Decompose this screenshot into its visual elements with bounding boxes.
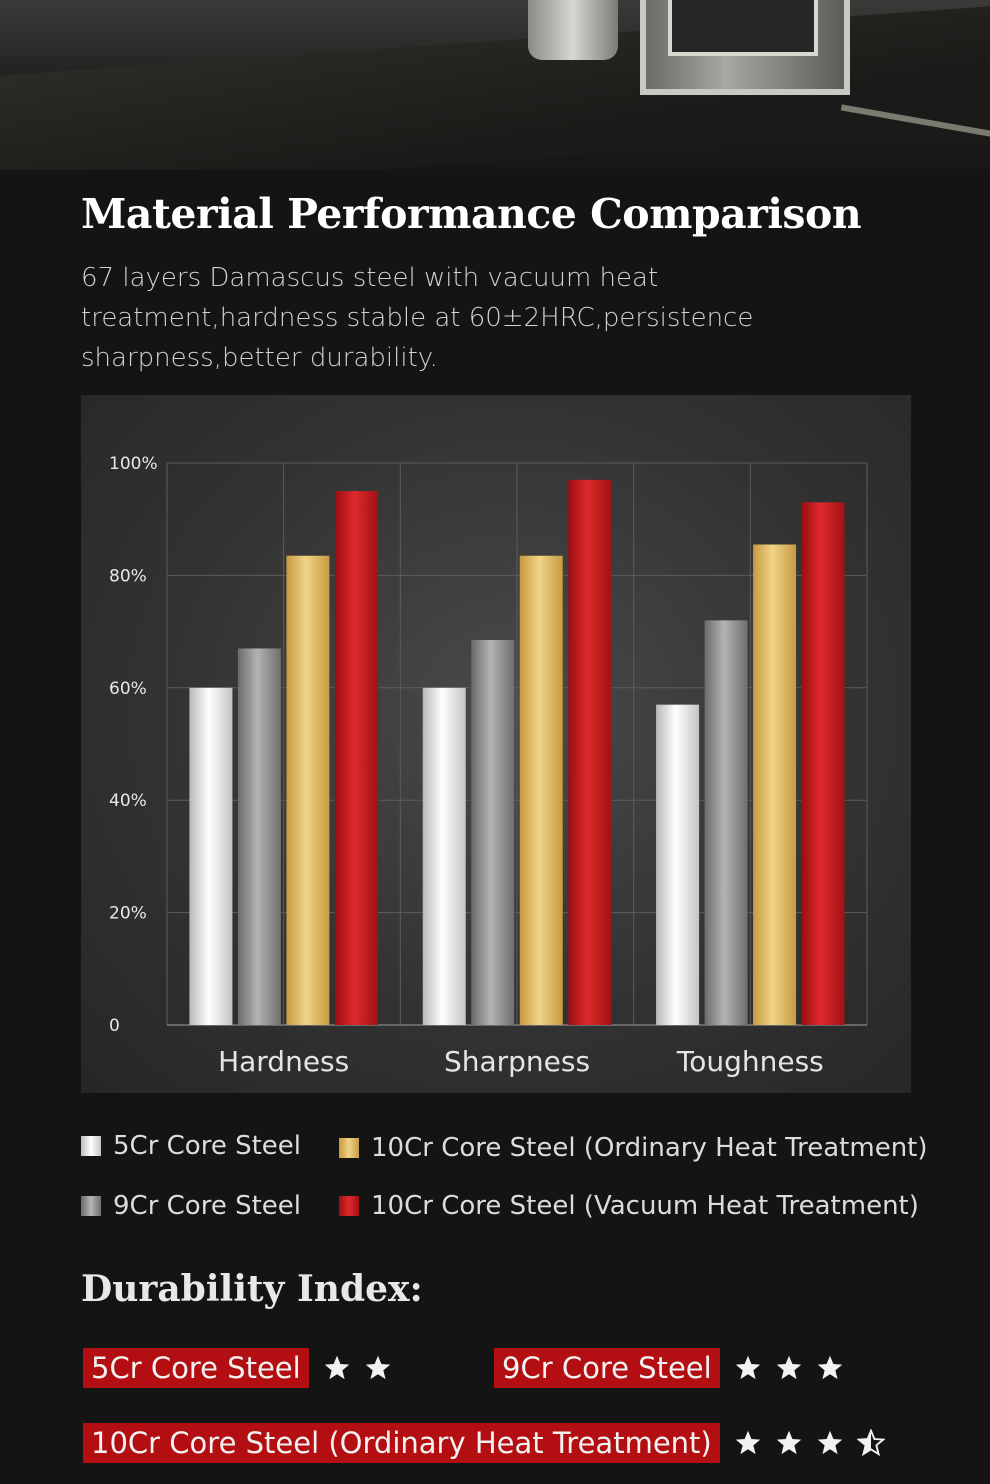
- machine-window: [668, 0, 818, 56]
- durability-title: Durability Index:: [81, 1268, 423, 1310]
- durability-label-9cr: 9Cr Core Steel: [494, 1348, 720, 1388]
- y-tick-label: 20%: [109, 904, 147, 924]
- legend-item-10cr-ordinary: 10Cr Core Steel (Ordinary Heat Treatment…: [339, 1128, 928, 1168]
- star-icon: [817, 1430, 842, 1455]
- star-icon: [365, 1355, 390, 1380]
- legend-label-10cr-ordinary: 10Cr Core Steel (Ordinary Heat Treatment…: [371, 1133, 928, 1163]
- bar-toughness-10cr-ordinary: [753, 544, 797, 1025]
- bar-toughness-10cr-vacuum: [801, 502, 845, 1026]
- bar-sharpness-9cr: [471, 640, 515, 1025]
- y-tick-label: 60%: [109, 679, 147, 699]
- bar-sharpness-10cr-ordinary: [519, 555, 563, 1025]
- bar-toughness-5cr: [656, 704, 700, 1025]
- legend-label-9cr: 9Cr Core Steel: [113, 1191, 302, 1221]
- durability-row-5cr: 5Cr Core Steel: [83, 1348, 405, 1388]
- star-icon: [776, 1430, 801, 1455]
- bar-chart: 0 20% 40% 60% 80% 100% Hardness Sharpness Toughn…: [109, 454, 868, 1078]
- bar-hardness-10cr-ordinary: [286, 555, 330, 1025]
- legend-swatch-5cr: [81, 1136, 101, 1156]
- x-category-label-sharpness: Sharpness: [444, 1045, 590, 1078]
- legend-item-10cr-vacuum: 10Cr Core Steel (Vacuum Heat Treatment): [339, 1186, 919, 1226]
- bar-sharpness-10cr-vacuum: [568, 479, 612, 1025]
- star-icon: [817, 1355, 842, 1380]
- hero-photo: [0, 0, 990, 170]
- star-icon: [776, 1355, 801, 1380]
- heat-treatment-machine-image: [640, 0, 850, 95]
- legend-swatch-9cr: [81, 1196, 101, 1216]
- star-icon: [735, 1430, 760, 1455]
- durability-row-9cr: 9Cr Core Steel: [494, 1348, 857, 1388]
- legend-label-5cr: 5Cr Core Steel: [113, 1131, 302, 1161]
- legend-swatch-10cr-ordinary: [339, 1138, 359, 1158]
- durability-stars-9cr: [734, 1354, 857, 1382]
- durability-row-10cr-ordinary: 10Cr Core Steel (Ordinary Heat Treatment…: [83, 1423, 898, 1463]
- durability-stars-5cr: [323, 1354, 405, 1382]
- legend-item-5cr: 5Cr Core Steel: [81, 1126, 301, 1166]
- bar-toughness-9cr: [704, 620, 748, 1025]
- half-star-icon: [856, 1429, 885, 1457]
- y-tick-label: 0: [109, 1016, 120, 1036]
- page-subtitle: 67 layers Damascus steel with vacuum hea…: [81, 263, 754, 373]
- durability-label-10cr-ordinary: 10Cr Core Steel (Ordinary Heat Treatment…: [83, 1423, 720, 1463]
- bar-hardness-9cr: [237, 648, 281, 1025]
- legend-item-9cr: 9Cr Core Steel: [81, 1186, 301, 1226]
- durability-stars-10cr-ordinary: [734, 1429, 898, 1457]
- y-tick-label: 40%: [109, 791, 147, 811]
- bar-sharpness-5cr: [422, 687, 466, 1025]
- y-tick-label: 80%: [109, 566, 147, 586]
- chart-legend: 5Cr Core Steel 9Cr Core Steel 10Cr Core …: [81, 1120, 928, 1250]
- page-title: Material Performance Comparison: [81, 190, 862, 238]
- bar-hardness-10cr-vacuum: [334, 491, 378, 1026]
- durability-label-5cr: 5Cr Core Steel: [83, 1348, 309, 1388]
- legend-label-10cr-vacuum: 10Cr Core Steel (Vacuum Heat Treatment): [371, 1191, 919, 1221]
- chart-panel: 0 20% 40% 60% 80% 100% Hardness Sharpness Toughn…: [81, 395, 911, 1093]
- star-icon: [735, 1355, 760, 1380]
- bar-hardness-5cr: [189, 687, 233, 1025]
- star-icon: [324, 1355, 349, 1380]
- x-category-label-hardness: Hardness: [218, 1045, 349, 1078]
- legend-swatch-10cr-vacuum: [339, 1196, 359, 1216]
- x-category-label-toughness: Toughness: [676, 1045, 824, 1078]
- y-tick-label: 100%: [109, 454, 158, 474]
- bucket-image: [528, 0, 618, 60]
